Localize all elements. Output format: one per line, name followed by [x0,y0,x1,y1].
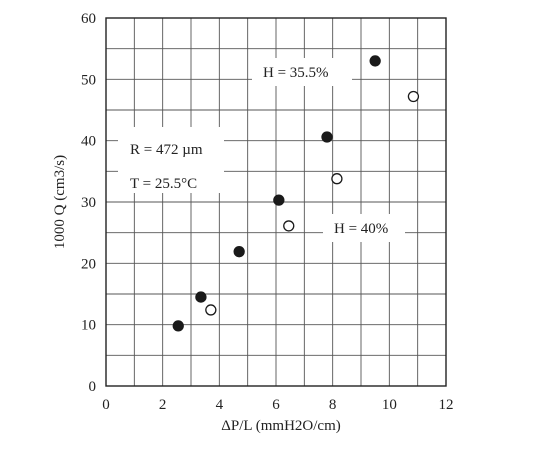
y-tick-label: 10 [81,318,96,334]
point-open [331,173,343,185]
point-filled [273,194,285,206]
point-open [205,304,217,316]
annotation-temperature: T = 25.5°C [130,176,197,192]
point-filled [233,246,245,258]
data-points [172,55,420,332]
x-tick-label: 2 [159,397,167,413]
tick-labels: 0 2 4 6 8 10 12 0 10 20 30 40 50 60 [81,11,454,413]
x-axis-label: ΔP/L (mmH2O/cm) [221,418,341,434]
y-tick-label: 50 [81,72,96,88]
annotations: H = 35.5% R = 472 µm T = 25.5°C H = 40% [118,58,405,242]
y-tick-label: 20 [81,256,96,272]
x-tick-label: 4 [216,397,224,413]
point-filled [195,291,207,303]
point-open [283,220,295,232]
annotation-series-b: H = 40% [334,221,388,237]
x-tick-label: 8 [329,397,337,413]
annotation-bg-series-b [323,214,405,242]
y-axis-label: 1000 Q (cm3/s) [52,155,68,249]
annotation-bg-params [118,127,224,193]
x-tick-label: 0 [102,397,110,413]
point-filled [369,55,381,67]
y-tick-label: 0 [89,379,97,395]
plot-frame [105,17,447,387]
x-tick-label: 6 [272,397,280,413]
y-tick-label: 40 [81,134,96,150]
y-tick-label: 60 [81,11,96,27]
point-filled [172,320,184,332]
y-tick-label: 30 [81,195,96,211]
annotation-series-a: H = 35.5% [263,65,329,81]
annotation-radius: R = 472 µm [130,142,203,158]
point-filled [321,131,333,143]
annotation-bg-series-a [252,58,352,86]
point-open [407,90,420,103]
x-tick-label: 12 [439,397,454,413]
x-tick-label: 10 [382,397,397,413]
